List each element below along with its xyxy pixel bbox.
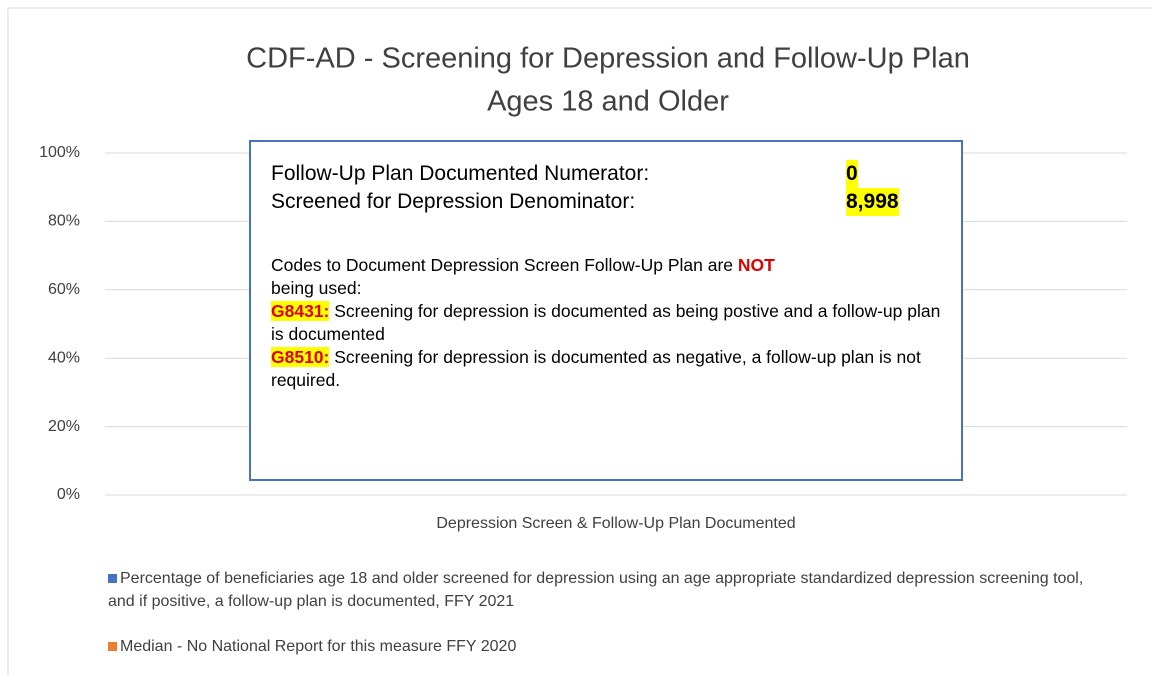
y-tick-label: 20% [48, 418, 80, 435]
denominator-value: 8,998 [846, 188, 899, 216]
legend-swatch [108, 574, 117, 583]
code-2: G8510: [271, 347, 330, 367]
legend-entry: Percentage of beneficiaries age 18 and o… [108, 567, 1108, 613]
y-tick-label: 60% [48, 281, 80, 298]
x-tick-label: Depression Screen & Follow-Up Plan Docum… [436, 515, 795, 532]
numerator-row: Follow-Up Plan Documented Numerator: 0 [271, 160, 941, 188]
legend-label: Median - No National Report for this mea… [120, 638, 517, 655]
code-2-text: Screening for depression is documented a… [271, 347, 921, 390]
chart-title: CDF-AD - Screening for Depression and Fo… [246, 43, 970, 75]
y-tick-label: 80% [48, 213, 80, 230]
numerator-value: 0 [846, 160, 858, 188]
y-tick-label: 0% [57, 486, 80, 503]
codes-outro: being used: [271, 278, 362, 298]
y-tick-label: 40% [48, 349, 80, 366]
legend-swatch [108, 642, 117, 651]
codes-not: NOT [737, 255, 775, 275]
y-tick-label: 100% [39, 144, 80, 161]
code-1: G8431: [271, 301, 330, 321]
legend-entry: Median - No National Report for this mea… [108, 635, 1108, 658]
annotation-box: Follow-Up Plan Documented Numerator: 0 Sc… [249, 140, 963, 481]
codes-intro: Codes to Document Depression Screen Foll… [271, 255, 734, 275]
denominator-row: Screened for Depression Denominator: 8,99… [271, 188, 941, 216]
denominator-label: Screened for Depression Denominator: [271, 190, 636, 213]
codes-text: Codes to Document Depression Screen Foll… [271, 254, 941, 392]
code-1-text: Screening for depression is documented a… [271, 301, 941, 344]
chart-subtitle: Ages 18 and Older [487, 86, 729, 118]
legend-label: Percentage of beneficiaries age 18 and o… [108, 570, 1084, 610]
numerator-label: Follow-Up Plan Documented Numerator: [271, 162, 650, 185]
